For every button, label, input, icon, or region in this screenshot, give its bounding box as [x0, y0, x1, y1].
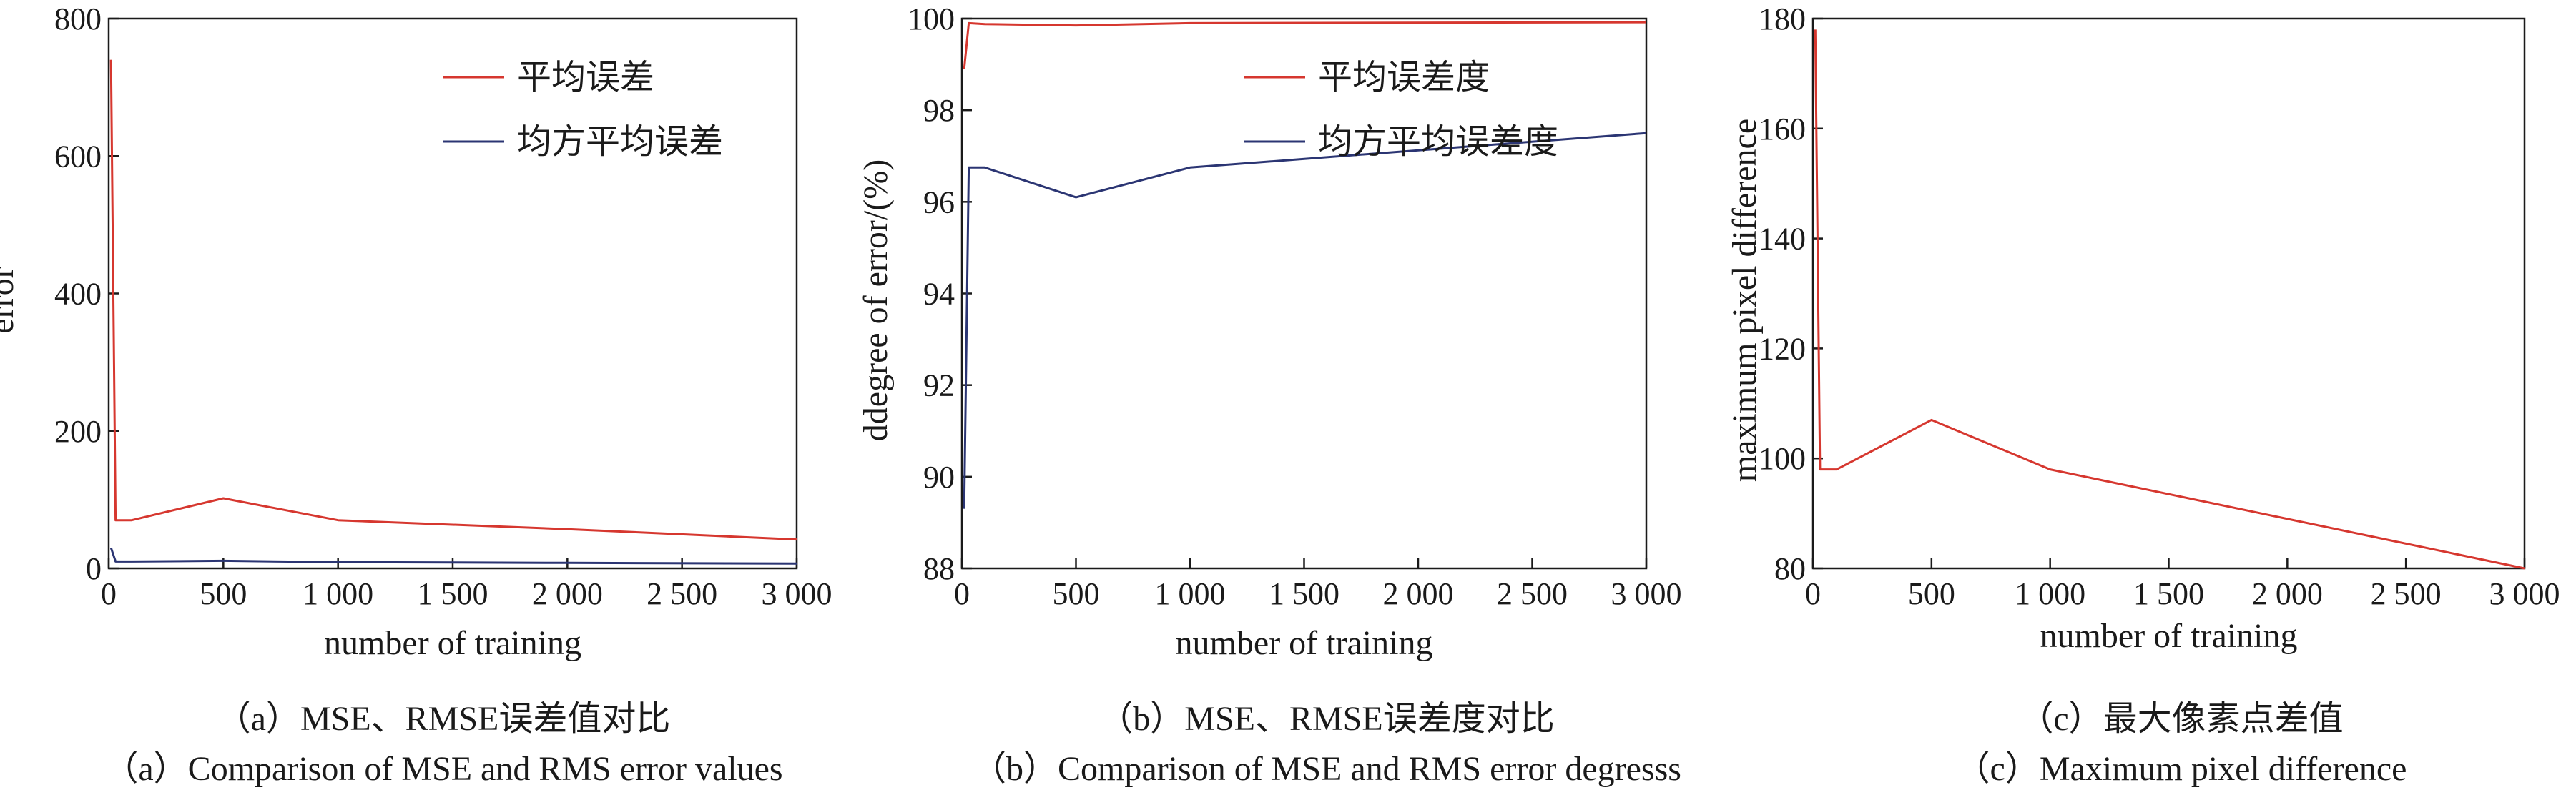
chart-a-xtick-label: 2 000: [532, 576, 603, 611]
chart-a-series-1-line: [109, 59, 797, 541]
chart-c-xtick-label: 2 000: [2252, 576, 2323, 611]
chart-b-ytick-label: 90: [923, 460, 955, 495]
chart-c-ytick-label: 160: [1759, 112, 1806, 147]
chart-c-ylabel: maximum pixel difference: [1726, 119, 1764, 482]
chart-b-xtick-label: 500: [1053, 576, 1100, 611]
caption-b-en: （b）Comparison of MSE and RMS error degre…: [972, 750, 1681, 788]
chart-a-ylabel: error: [0, 267, 21, 333]
chart-c-xtick-label: 1 000: [2015, 576, 2085, 611]
chart-b-ytick-label: 100: [908, 1, 955, 36]
chart-a-xtick-label: 3 000: [762, 576, 832, 611]
chart-c-xtick-label: 3 000: [2489, 576, 2560, 611]
chart-c-xlabel: number of training: [2040, 617, 2298, 655]
chart-b-ytick-label: 96: [923, 184, 955, 219]
chart-c-ytick-label: 120: [1759, 331, 1806, 366]
chart-c-series-1-line: [1814, 29, 2525, 570]
caption-c-cn: （c）最大像素点差值: [2019, 700, 2344, 738]
chart-b-xtick-label: 2 500: [1497, 576, 1568, 611]
chart-a-ytick-label: 400: [54, 277, 102, 312]
chart-a-xlabel: number of training: [324, 624, 581, 662]
chart-c-xtick-label: 500: [1908, 576, 1955, 611]
chart-a-ytick-label: 0: [86, 551, 102, 586]
chart-b-ytick-label: 92: [923, 368, 955, 403]
chart-a-series-2-line: [109, 547, 797, 565]
caption-b-cn: （b）MSE、RMSE误差度对比: [1098, 700, 1555, 738]
chart-c-ytick-label: 100: [1759, 441, 1806, 476]
chart-a-ytick-label: 200: [54, 414, 102, 449]
chart-a-ytick-label: 800: [54, 1, 102, 36]
chart-b-series-1-line: [963, 21, 1647, 69]
caption-a-en: （a）Comparison of MSE and RMS error value…: [104, 750, 783, 788]
chart-b-xlabel: number of training: [1176, 624, 1433, 662]
chart-b-legend-label: 均方平均误差度: [1318, 122, 1558, 162]
chart-c-plot-frame: [1811, 17, 2526, 570]
chart-a-legend-label: 平均误差: [517, 57, 654, 97]
chart-c-ytick-label: 80: [1774, 551, 1806, 586]
chart-c-ytick-label: 140: [1759, 222, 1806, 257]
chart-a-legend-label: 均方平均误差: [517, 122, 723, 162]
chart-c-xtick-label: 2 500: [2371, 576, 2442, 611]
chart-b-xtick-label: 1 500: [1269, 576, 1339, 611]
chart-c-xtick-label: 1 500: [2133, 576, 2204, 611]
caption-c-en: （c）Maximum pixel difference: [1955, 750, 2407, 788]
chart-a-ytick-label: 600: [54, 139, 102, 174]
chart-c-ytick-label: 180: [1759, 1, 1806, 36]
chart-c-xtick-label: 0: [1805, 576, 1821, 611]
chart-b-ylabel: ddegree of error/(%): [857, 159, 895, 441]
caption-a-cn: （a）MSE、RMSE误差值对比: [216, 700, 671, 738]
chart-a-xtick-label: 1 000: [303, 576, 373, 611]
chart-b-ytick-label: 94: [923, 277, 955, 312]
chart-b-xtick-label: 2 000: [1383, 576, 1454, 611]
chart-b-xtick-label: 1 000: [1155, 576, 1226, 611]
chart-a-xtick-label: 0: [101, 576, 117, 611]
chart-a-xtick-label: 500: [200, 576, 247, 611]
chart-b-ytick-label: 98: [923, 93, 955, 128]
chart-b-plot-frame: [960, 17, 1648, 570]
chart-b-legend-label: 平均误差度: [1318, 57, 1490, 97]
chart-b-xtick-label: 3 000: [1611, 576, 1682, 611]
chart-a-xtick-label: 2 500: [647, 576, 717, 611]
chart-b-ytick-label: 88: [923, 551, 955, 586]
chart-a-xtick-label: 1 500: [418, 576, 488, 611]
chart-b-series-2-line: [963, 132, 1647, 509]
chart-b-xtick-label: 0: [954, 576, 970, 611]
chart-a-plot-frame: [107, 17, 798, 570]
